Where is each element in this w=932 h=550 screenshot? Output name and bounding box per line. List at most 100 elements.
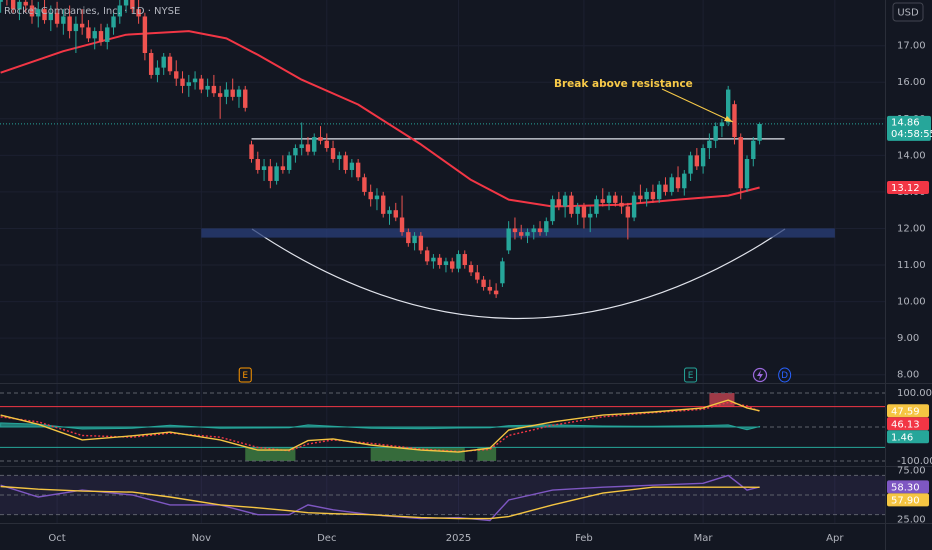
candle-body: [243, 89, 248, 108]
candle-body: [606, 195, 612, 203]
candle-body: [73, 23, 79, 32]
candle-body: [675, 177, 681, 189]
support-zone: [201, 228, 835, 238]
candle-body: [399, 217, 405, 233]
candle-body: [67, 16, 72, 32]
candle-body: [286, 155, 292, 170]
candle-body: [224, 89, 229, 97]
value-badge: [887, 430, 929, 444]
x-tick-label: Feb: [575, 533, 593, 544]
candle-body: [161, 56, 166, 68]
candle-body: [575, 206, 580, 214]
candle-body: [349, 162, 355, 170]
event-icon: [752, 367, 768, 383]
y-tick-label: 16.00: [897, 77, 926, 88]
x-tick-label: Oct: [48, 533, 65, 544]
signal-zone: [477, 447, 497, 461]
candle-body: [123, 0, 129, 6]
candle-body: [343, 155, 348, 170]
value-badge: [887, 417, 929, 431]
grid: [0, 0, 885, 523]
candle-body: [531, 228, 536, 233]
candle-body: [468, 265, 474, 273]
currency-label: USD: [897, 8, 919, 19]
x-tick-label: Dec: [317, 533, 336, 544]
cup-arc: [251, 228, 786, 319]
value-badge: [887, 480, 929, 494]
event-label: E: [688, 371, 694, 381]
candle-body: [493, 290, 499, 295]
chart-title: Rocket Companies, Inc. · 1D · NYSE: [4, 6, 180, 17]
moving-average: [0, 30, 760, 208]
candle-body: [663, 184, 668, 192]
candle-body: [631, 195, 637, 218]
candle-body: [412, 235, 417, 244]
candle-body: [700, 148, 706, 167]
candle-body: [500, 261, 505, 284]
candle-body: [738, 137, 743, 189]
candle-body: [42, 9, 47, 21]
candle-body: [387, 210, 392, 214]
y-tick-label: -100.00: [897, 456, 932, 467]
oscillator-panel: [0, 392, 885, 462]
event-label: D: [781, 371, 788, 381]
candle-body: [54, 12, 60, 24]
candle-body: [638, 195, 643, 200]
overlay: Rocket Companies, Inc. · 1D · NYSE USD 8…: [4, 2, 932, 544]
candle-body: [443, 261, 449, 266]
candle-body: [92, 31, 97, 39]
candle-body: [337, 155, 342, 160]
candle-body: [525, 232, 530, 236]
rsi-panel: [0, 474, 885, 522]
x-tick-label: Nov: [192, 533, 212, 544]
y-tick-label: 14.00: [897, 150, 926, 161]
indicator-line: [0, 485, 760, 520]
event-marker: [238, 367, 252, 383]
candle-body: [249, 144, 254, 160]
candle-body: [236, 89, 242, 97]
countdown: 04:58:55: [891, 129, 932, 140]
candle-body: [268, 166, 273, 181]
value-badge-label: 57.90: [891, 495, 920, 506]
candle-body: [36, 9, 41, 17]
candle-body: [293, 148, 298, 156]
candle-body: [105, 27, 110, 43]
candle-body: [537, 228, 543, 233]
candle-body: [556, 199, 562, 207]
candle-body: [450, 261, 455, 269]
candle-body: [512, 228, 518, 233]
candle-body: [713, 126, 718, 141]
value-badge: [887, 493, 929, 507]
candle-body: [61, 16, 66, 24]
candle-body: [669, 177, 674, 192]
candle-body: [180, 78, 185, 86]
candle-body: [330, 148, 336, 160]
last-price-badge: [887, 115, 931, 141]
candle-body: [362, 177, 367, 192]
x-tick-label: 2025: [446, 533, 471, 544]
candle-body: [148, 53, 154, 75]
annotation-arrow: [661, 88, 734, 123]
candle-body: [17, 1, 22, 10]
candle-body: [751, 140, 756, 160]
y-tick-label: 12.00: [897, 223, 926, 234]
value-badge: [887, 181, 929, 195]
currency-box[interactable]: [892, 2, 924, 22]
candle-body: [393, 210, 398, 218]
y-tick-label: 9.00: [897, 333, 919, 344]
y-tick-label: 17.00: [897, 41, 926, 52]
x-tick-label: Mar: [694, 533, 714, 544]
value-badge-label: 1.46: [891, 432, 913, 443]
candle-body: [481, 279, 486, 287]
candle-body: [48, 12, 54, 21]
candle-body: [581, 206, 587, 218]
candle-body: [174, 71, 179, 79]
indicator-line: [0, 401, 760, 453]
candle-body: [437, 257, 442, 266]
event-marker: [684, 367, 698, 383]
lightning-icon: [757, 370, 763, 380]
candle-body: [600, 199, 605, 203]
indicator-line: [0, 399, 760, 453]
